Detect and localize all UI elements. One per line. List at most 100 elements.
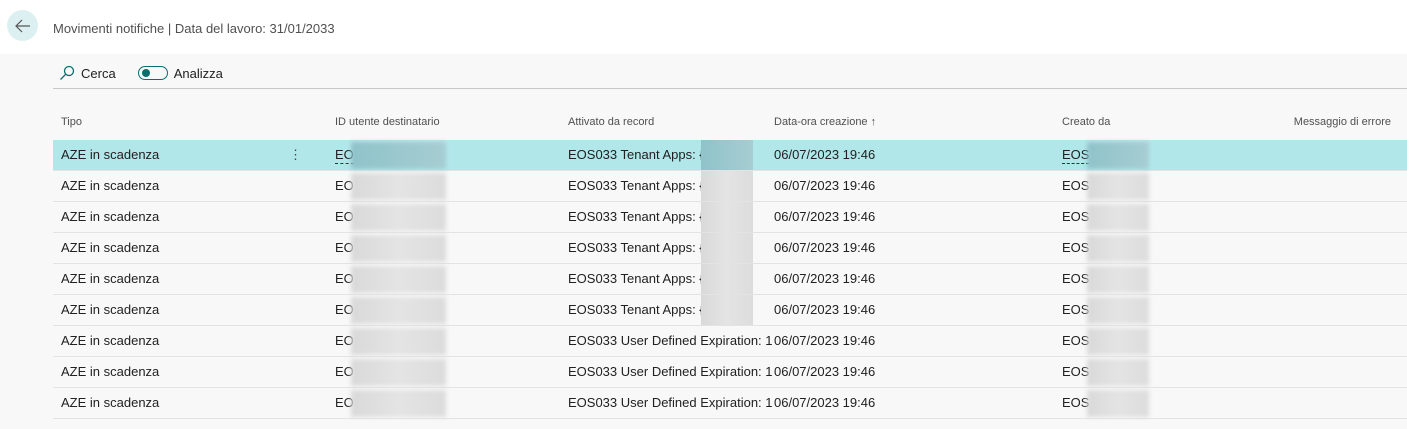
- analyze-label: Analizza: [173, 65, 223, 81]
- cell-data-ora: 06/07/2023 19:46: [774, 364, 876, 379]
- cell-creato-da[interactable]: EOS: [1062, 178, 1090, 193]
- cell-tipo[interactable]: AZE in scadenza: [61, 178, 160, 193]
- cell-id-utente[interactable]: EO: [335, 147, 354, 164]
- cell-tipo[interactable]: AZE in scadenza: [61, 240, 160, 255]
- table-row[interactable]: AZE in scadenza EO EOS033 User Defined E…: [53, 357, 1407, 388]
- column-header-attivato-da[interactable]: Attivato da record: [568, 116, 655, 128]
- redacted-area: [1087, 173, 1149, 200]
- cell-creato-da[interactable]: EOS: [1062, 302, 1090, 317]
- cell-data-ora: 06/07/2023 19:46: [774, 240, 876, 255]
- table-row[interactable]: AZE in scadenza EO EOS033 Tenant Apps: {…: [53, 233, 1407, 264]
- redacted-area: [351, 297, 446, 324]
- redacted-area: [1087, 204, 1149, 231]
- cell-attivato-da[interactable]: EOS033 Tenant Apps: {C…: [568, 178, 727, 193]
- cell-id-utente[interactable]: EO: [335, 395, 354, 410]
- cell-creato-da[interactable]: EOS: [1062, 240, 1090, 255]
- column-header-data-ora[interactable]: Data-ora creazione ↑: [774, 116, 876, 128]
- cell-attivato-da[interactable]: EOS033 Tenant Apps: {C…: [568, 302, 727, 317]
- redacted-area: [351, 204, 446, 231]
- table-row[interactable]: AZE in scadenza EO EOS033 Tenant Apps: {…: [53, 264, 1407, 295]
- redacted-area: [701, 202, 753, 232]
- cell-data-ora: 06/07/2023 19:46: [774, 302, 876, 317]
- redacted-area: [701, 233, 753, 263]
- sort-ascending-icon: ↑: [870, 116, 877, 128]
- search-label: Cerca: [81, 65, 116, 81]
- redacted-area: [351, 142, 446, 169]
- cell-creato-da[interactable]: EOS: [1062, 147, 1090, 164]
- table-row[interactable]: AZE in scadenza EO EOS033 User Defined E…: [53, 326, 1407, 357]
- cell-tipo[interactable]: AZE in scadenza: [61, 147, 160, 162]
- column-header-id-utente[interactable]: ID utente destinatario: [335, 116, 440, 128]
- cell-tipo[interactable]: AZE in scadenza: [61, 364, 160, 379]
- redacted-area: [1087, 359, 1149, 386]
- cell-attivato-da[interactable]: EOS033 User Defined Expiration: 1: [568, 364, 773, 379]
- redacted-area: [701, 140, 753, 170]
- cell-creato-da[interactable]: EOS: [1062, 395, 1090, 410]
- table-row[interactable]: AZE in scadenza EO EOS033 User Defined E…: [53, 388, 1407, 419]
- cell-id-utente[interactable]: EO: [335, 302, 354, 317]
- analyze-toggle[interactable]: Analizza: [137, 65, 223, 81]
- cell-attivato-da[interactable]: EOS033 User Defined Expiration: 1: [568, 395, 773, 410]
- redacted-area: [351, 390, 446, 417]
- table-header: Tipo ID utente destinatario Attivato da …: [53, 116, 1407, 140]
- table-row[interactable]: AZE in scadenza EO EOS033 Tenant Apps: {…: [53, 295, 1407, 326]
- cell-id-utente[interactable]: EO: [335, 240, 354, 255]
- redacted-area: [351, 173, 446, 200]
- redacted-area: [701, 264, 753, 294]
- cell-creato-da[interactable]: EOS: [1062, 271, 1090, 286]
- cell-tipo[interactable]: AZE in scadenza: [61, 302, 160, 317]
- redacted-area: [1087, 266, 1149, 293]
- cell-creato-da[interactable]: EOS: [1062, 364, 1090, 379]
- cell-creato-da[interactable]: EOS: [1062, 333, 1090, 348]
- cell-id-utente[interactable]: EO: [335, 178, 354, 193]
- cell-id-utente[interactable]: EO: [335, 271, 354, 286]
- table-row[interactable]: AZE in scadenza ⋮ EO EOS033 Tenant Apps:…: [53, 140, 1407, 171]
- column-header-creato-da[interactable]: Creato da: [1062, 116, 1111, 128]
- cell-attivato-da[interactable]: EOS033 User Defined Expiration: 1: [568, 333, 773, 348]
- cell-data-ora: 06/07/2023 19:46: [774, 271, 876, 286]
- cell-attivato-da[interactable]: EOS033 Tenant Apps: {C…: [568, 271, 727, 286]
- cell-attivato-da[interactable]: EOS033 Tenant Apps: {C…: [568, 240, 727, 255]
- page-title: Movimenti notifiche | Data del lavoro: 3…: [53, 21, 335, 36]
- action-bar: Cerca Analizza: [53, 60, 239, 86]
- cell-creato-da[interactable]: EOS: [1062, 209, 1090, 224]
- cell-data-ora: 06/07/2023 19:46: [774, 178, 876, 193]
- redacted-area: [351, 235, 446, 262]
- redacted-area: [1087, 235, 1149, 262]
- search-button[interactable]: Cerca: [59, 65, 116, 81]
- cell-tipo[interactable]: AZE in scadenza: [61, 271, 160, 286]
- column-header-messaggio-errore[interactable]: Messaggio di errore: [1293, 116, 1391, 128]
- divider: [53, 88, 1407, 89]
- toggle-switch[interactable]: [137, 66, 168, 80]
- redacted-area: [1087, 142, 1149, 169]
- cell-attivato-da[interactable]: EOS033 Tenant Apps: {C…: [568, 209, 727, 224]
- table-body: AZE in scadenza ⋮ EO EOS033 Tenant Apps:…: [53, 140, 1407, 419]
- cell-data-ora: 06/07/2023 19:46: [774, 333, 876, 348]
- table-row[interactable]: AZE in scadenza EO EOS033 Tenant Apps: {…: [53, 202, 1407, 233]
- redacted-area: [1087, 297, 1149, 324]
- redacted-area: [701, 295, 753, 325]
- column-header-tipo[interactable]: Tipo: [61, 116, 82, 128]
- cell-tipo[interactable]: AZE in scadenza: [61, 395, 160, 410]
- cell-data-ora: 06/07/2023 19:46: [774, 147, 876, 162]
- arrow-left-icon: [14, 19, 30, 32]
- cell-id-utente[interactable]: EO: [335, 333, 354, 348]
- redacted-area: [351, 266, 446, 293]
- redacted-area: [1087, 390, 1149, 417]
- redacted-area: [351, 359, 446, 386]
- page-header: Movimenti notifiche | Data del lavoro: 3…: [0, 0, 1407, 54]
- column-label: Data-ora creazione: [774, 116, 868, 128]
- redacted-area: [1087, 328, 1149, 355]
- more-options-icon[interactable]: ⋮: [289, 147, 302, 162]
- cell-id-utente[interactable]: EO: [335, 209, 354, 224]
- cell-tipo[interactable]: AZE in scadenza: [61, 333, 160, 348]
- cell-attivato-da[interactable]: EOS033 Tenant Apps: {C…: [568, 147, 727, 162]
- table-row[interactable]: AZE in scadenza EO EOS033 Tenant Apps: {…: [53, 171, 1407, 202]
- redacted-area: [351, 328, 446, 355]
- search-icon: [60, 65, 75, 80]
- cell-id-utente[interactable]: EO: [335, 364, 354, 379]
- cell-data-ora: 06/07/2023 19:46: [774, 209, 876, 224]
- back-button[interactable]: [7, 10, 38, 41]
- cell-data-ora: 06/07/2023 19:46: [774, 395, 876, 410]
- cell-tipo[interactable]: AZE in scadenza: [61, 209, 160, 224]
